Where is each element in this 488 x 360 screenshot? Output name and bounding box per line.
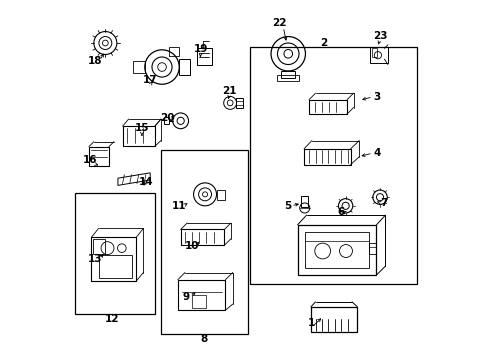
Text: 8: 8 [200,334,207,344]
Text: 5: 5 [284,201,290,211]
Text: 3: 3 [373,92,380,102]
Text: 10: 10 [185,240,199,251]
Text: 23: 23 [372,31,386,41]
Text: 18: 18 [88,55,102,66]
Text: 21: 21 [222,86,236,96]
Text: 11: 11 [172,201,186,211]
Text: 7: 7 [380,198,387,208]
Text: 17: 17 [143,75,158,85]
Text: 6: 6 [337,207,344,217]
Text: 12: 12 [104,314,119,324]
Text: 1: 1 [307,319,314,328]
Text: 22: 22 [272,18,286,28]
Text: 19: 19 [193,45,207,54]
Text: 4: 4 [373,148,380,158]
Text: 16: 16 [83,155,97,165]
Text: 2: 2 [319,38,326,48]
Text: 14: 14 [138,177,153,187]
Text: 15: 15 [134,123,149,133]
Text: 20: 20 [160,113,174,123]
Text: 13: 13 [88,254,102,264]
Text: 9: 9 [182,292,189,302]
